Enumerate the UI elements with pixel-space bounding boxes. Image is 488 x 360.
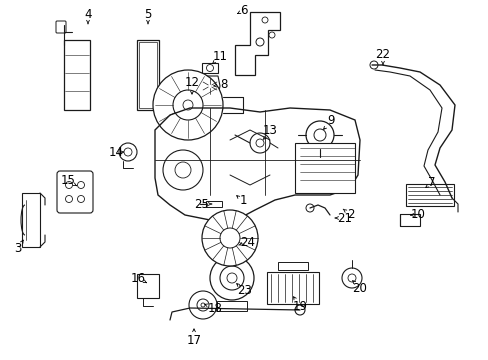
Circle shape bbox=[189, 291, 217, 319]
FancyBboxPatch shape bbox=[57, 171, 93, 213]
Circle shape bbox=[65, 181, 72, 189]
Bar bbox=[139, 42, 157, 108]
Bar bbox=[266, 272, 318, 304]
Text: 23: 23 bbox=[237, 284, 252, 297]
Bar bbox=[294, 143, 354, 193]
Text: 24: 24 bbox=[240, 235, 255, 248]
Bar bbox=[64, 40, 90, 110]
Circle shape bbox=[163, 150, 203, 190]
Text: 21: 21 bbox=[337, 211, 352, 225]
Bar bbox=[205, 201, 222, 207]
Text: 5: 5 bbox=[144, 8, 151, 21]
Bar bbox=[399, 214, 419, 226]
Circle shape bbox=[197, 299, 208, 311]
Circle shape bbox=[201, 303, 204, 307]
Circle shape bbox=[262, 17, 267, 23]
Bar bbox=[137, 40, 159, 110]
Text: 13: 13 bbox=[262, 125, 277, 138]
Text: 4: 4 bbox=[84, 8, 92, 21]
Text: 25: 25 bbox=[194, 198, 209, 211]
Text: 19: 19 bbox=[292, 300, 307, 312]
Bar bbox=[278, 262, 307, 270]
Text: 1: 1 bbox=[239, 194, 246, 207]
Text: 8: 8 bbox=[220, 78, 227, 91]
Circle shape bbox=[124, 148, 132, 156]
Text: 7: 7 bbox=[427, 176, 435, 189]
FancyBboxPatch shape bbox=[56, 21, 66, 33]
Circle shape bbox=[256, 139, 264, 147]
Circle shape bbox=[77, 195, 84, 202]
Circle shape bbox=[153, 70, 223, 140]
Text: 9: 9 bbox=[326, 114, 334, 127]
Text: 18: 18 bbox=[207, 302, 222, 315]
Circle shape bbox=[77, 181, 84, 189]
Circle shape bbox=[220, 266, 244, 290]
Circle shape bbox=[369, 61, 377, 69]
Bar bbox=[405, 184, 453, 206]
Circle shape bbox=[256, 38, 264, 46]
Circle shape bbox=[202, 210, 258, 266]
Text: 14: 14 bbox=[108, 145, 123, 158]
Text: 12: 12 bbox=[184, 77, 199, 90]
Circle shape bbox=[206, 64, 213, 72]
Circle shape bbox=[209, 256, 253, 300]
Circle shape bbox=[226, 273, 237, 283]
Circle shape bbox=[65, 195, 72, 202]
Circle shape bbox=[220, 228, 240, 248]
Circle shape bbox=[204, 81, 215, 91]
Circle shape bbox=[305, 204, 313, 212]
Bar bbox=[137, 274, 159, 298]
Circle shape bbox=[341, 268, 361, 288]
Text: 11: 11 bbox=[212, 50, 227, 63]
Text: 16: 16 bbox=[130, 271, 145, 284]
Text: 2: 2 bbox=[346, 208, 354, 221]
Circle shape bbox=[175, 162, 191, 178]
Circle shape bbox=[268, 32, 274, 38]
Circle shape bbox=[294, 305, 305, 315]
Circle shape bbox=[313, 129, 325, 141]
Text: 6: 6 bbox=[240, 4, 247, 17]
Text: 3: 3 bbox=[14, 243, 21, 256]
Bar bbox=[217, 301, 246, 311]
Circle shape bbox=[305, 121, 333, 149]
Text: 17: 17 bbox=[186, 333, 201, 346]
Circle shape bbox=[173, 90, 203, 120]
Text: 20: 20 bbox=[352, 282, 366, 294]
Text: 10: 10 bbox=[410, 208, 425, 221]
Circle shape bbox=[119, 143, 137, 161]
Text: 22: 22 bbox=[375, 49, 390, 62]
Circle shape bbox=[183, 100, 193, 110]
Circle shape bbox=[347, 274, 355, 282]
Circle shape bbox=[249, 133, 269, 153]
Text: 15: 15 bbox=[61, 175, 75, 188]
